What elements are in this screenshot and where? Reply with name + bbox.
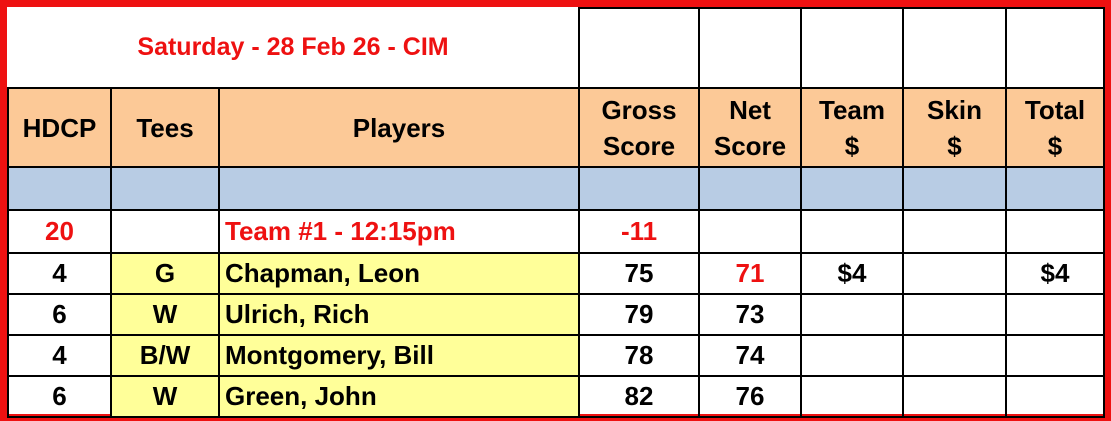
header-row: HDCP Tees Players Gross Score Net Score Te… <box>7 87 1106 168</box>
player-row: 4 G Chapman, Leon 75 71 $4 $4 <box>7 252 1106 295</box>
player-team <box>800 334 905 377</box>
header-skin: Skin $ <box>902 87 1008 168</box>
team-name: Team #1 - 12:15pm <box>217 209 581 254</box>
separator-row <box>7 166 1106 211</box>
player-hdcp: 4 <box>7 334 112 377</box>
player-team <box>800 375 905 418</box>
player-name: Montgomery, Bill <box>217 334 581 377</box>
player-tees: W <box>110 375 220 418</box>
player-total <box>1005 375 1106 418</box>
player-row: 6 W Green, John 82 76 <box>7 375 1106 418</box>
player-total: $4 <box>1005 252 1106 295</box>
header-team: Team $ <box>800 87 905 168</box>
team-hdcp: 20 <box>7 209 112 254</box>
player-tees: W <box>110 293 220 336</box>
team-gross: -11 <box>578 209 701 254</box>
player-total <box>1005 334 1106 377</box>
player-skin <box>902 252 1008 295</box>
player-skin <box>902 334 1008 377</box>
player-net: 74 <box>698 334 803 377</box>
header-tees: Tees <box>110 87 220 168</box>
player-net: 71 <box>698 252 803 295</box>
player-net: 73 <box>698 293 803 336</box>
header-total: Total $ <box>1005 87 1106 168</box>
header-net-score: Net Score <box>698 87 803 168</box>
header-gross-score: Gross Score <box>578 87 701 168</box>
player-total <box>1005 293 1106 336</box>
player-skin <box>902 375 1008 418</box>
player-name: Green, John <box>217 375 581 418</box>
player-gross: 75 <box>578 252 701 295</box>
player-rows: 4 G Chapman, Leon 75 71 $4 $4 6 W Ulrich, Rich 79 7… <box>7 252 1106 418</box>
team-row: 20 Team #1 - 12:15pm -11 <box>7 209 1106 254</box>
player-gross: 82 <box>578 375 701 418</box>
player-row: 4 B/W Montgomery, Bill 78 74 <box>7 334 1106 377</box>
player-team <box>800 293 905 336</box>
player-skin <box>902 293 1008 336</box>
player-row: 6 W Ulrich, Rich 79 73 <box>7 293 1106 336</box>
player-hdcp: 4 <box>7 252 112 295</box>
player-gross: 79 <box>578 293 701 336</box>
header-players: Players <box>217 87 581 168</box>
score-table: Saturday - 28 Feb 26 - CIM HDCP Tees Pla… <box>7 7 1106 418</box>
player-gross: 78 <box>578 334 701 377</box>
player-hdcp: 6 <box>7 375 112 418</box>
player-name: Ulrich, Rich <box>217 293 581 336</box>
player-tees: G <box>110 252 220 295</box>
player-tees: B/W <box>110 334 220 377</box>
player-name: Chapman, Leon <box>217 252 581 295</box>
player-team: $4 <box>800 252 905 295</box>
player-hdcp: 6 <box>7 293 112 336</box>
sheet-title: Saturday - 28 Feb 26 - CIM <box>8 8 581 89</box>
title-row: Saturday - 28 Feb 26 - CIM <box>8 7 1106 89</box>
player-net: 76 <box>698 375 803 418</box>
header-hdcp: HDCP <box>7 87 112 168</box>
